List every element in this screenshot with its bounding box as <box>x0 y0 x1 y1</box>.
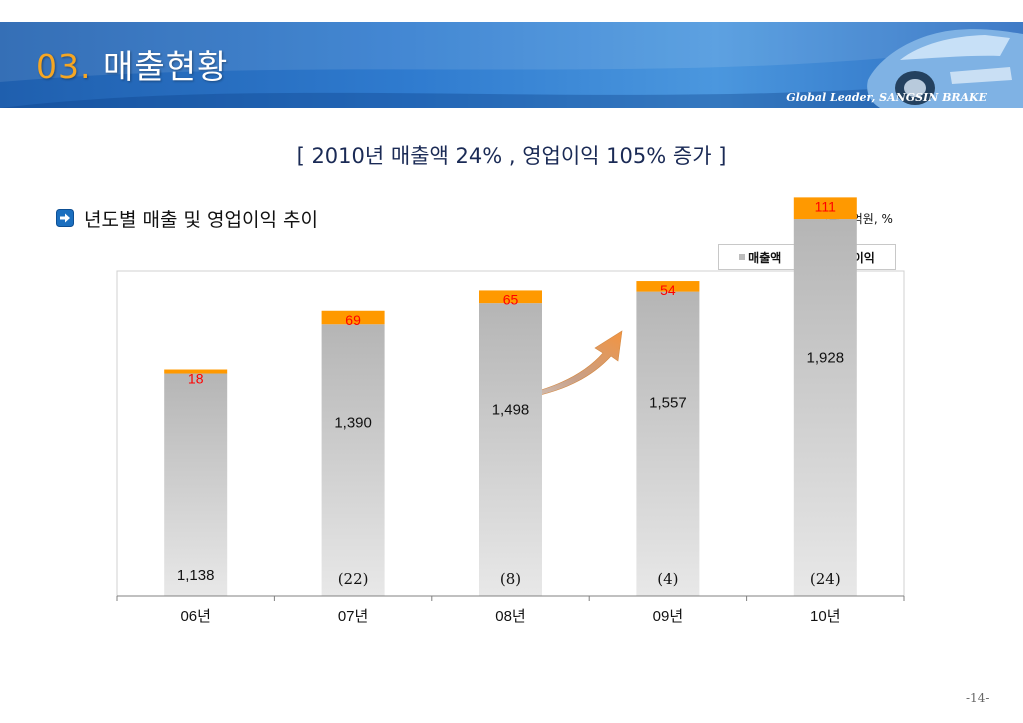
section-heading: 년도별 매출 및 영업이익 추이 <box>56 205 318 231</box>
bar-sales-09년 <box>636 291 700 596</box>
profit-label-10년: 111 <box>815 198 836 214</box>
bar-profit-06년 <box>164 369 228 374</box>
bar-profit-07년 <box>321 310 385 325</box>
sales-label-07년: 1,390 <box>334 415 372 432</box>
sales-label-10년: 1,928 <box>807 349 845 366</box>
section-title: 매출현황 <box>91 47 229 86</box>
page-number: -14- <box>966 691 990 705</box>
page-title: 03. 매출현황 <box>36 40 228 88</box>
profit-label-07년: 69 <box>345 312 361 328</box>
x-tick-label-07년: 07년 <box>338 608 369 625</box>
x-tick-label-06년: 06년 <box>180 608 211 625</box>
x-tick-label-10년: 10년 <box>810 608 841 625</box>
legend-label-sales: 매출액 <box>748 250 782 265</box>
header-banner: 03. 매출현황 Global Leader, SANGSIN BRAKE <box>0 22 1023 108</box>
arrow-right-icon <box>56 209 74 227</box>
x-tick-label-09년: 09년 <box>653 608 684 625</box>
profit-label-08년: 65 <box>503 291 519 307</box>
bar-sales-10년 <box>793 219 857 597</box>
bar-sales-06년 <box>164 373 228 596</box>
section-number: 03. <box>36 47 92 86</box>
growth-label-07년: (22) <box>338 570 369 588</box>
section-label: 년도별 매출 및 영업이익 추이 <box>84 208 318 231</box>
bar-profit-10년 <box>793 197 857 220</box>
growth-label-10년: (24) <box>810 570 841 588</box>
profit-label-06년: 18 <box>188 371 204 387</box>
headline-summary: [ 2010년 매출액 24% , 영업이익 105% 증가 ] <box>296 144 727 168</box>
sales-label-06년: 1,138 <box>177 567 215 584</box>
growth-label-08년: (8) <box>500 570 521 588</box>
bar-profit-09년 <box>636 281 700 292</box>
x-tick-label-08년: 08년 <box>495 608 526 625</box>
car-image <box>867 29 1023 108</box>
sales-label-09년: 1,557 <box>649 394 687 411</box>
sales-label-08년: 1,498 <box>492 401 530 418</box>
bar-profit-08년 <box>479 290 542 304</box>
bar-sales-08년 <box>479 303 542 596</box>
legend-item-sales: 매출액 <box>739 249 781 266</box>
company-tagline: Global Leader, SANGSIN BRAKE <box>786 91 987 104</box>
profit-label-09년: 54 <box>660 282 676 298</box>
bar-sales-07년 <box>321 324 385 596</box>
legend-swatch-sales <box>739 254 746 260</box>
growth-label-09년: (4) <box>657 570 678 588</box>
banner-gloss <box>0 22 1023 108</box>
